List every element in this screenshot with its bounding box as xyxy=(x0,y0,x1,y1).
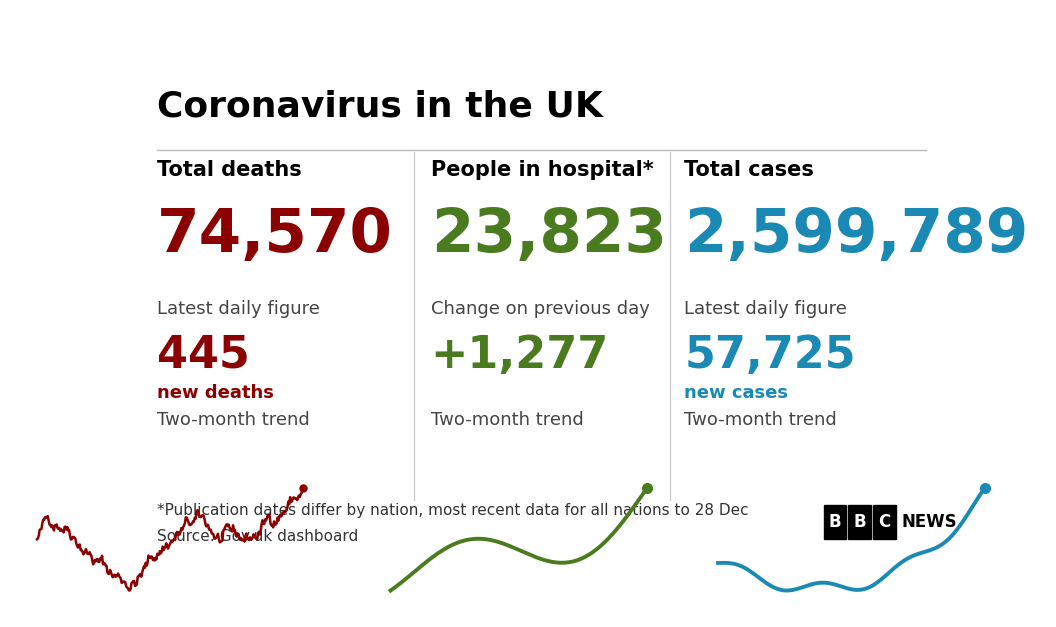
Text: C: C xyxy=(878,513,890,531)
Text: 57,725: 57,725 xyxy=(684,334,856,377)
Text: new deaths: new deaths xyxy=(156,384,274,403)
Text: Two-month trend: Two-month trend xyxy=(156,411,309,429)
Text: Coronavirus in the UK: Coronavirus in the UK xyxy=(156,90,602,124)
Bar xyxy=(824,505,847,539)
Text: B: B xyxy=(853,513,866,531)
Text: Two-month trend: Two-month trend xyxy=(431,411,584,429)
Text: 23,823: 23,823 xyxy=(431,206,666,265)
Text: Change on previous day: Change on previous day xyxy=(431,300,649,318)
Text: 2,599,789: 2,599,789 xyxy=(684,206,1029,265)
Bar xyxy=(872,505,895,539)
Text: 74,570: 74,570 xyxy=(156,206,393,265)
Text: Two-month trend: Two-month trend xyxy=(684,411,837,429)
Text: Total deaths: Total deaths xyxy=(156,160,301,180)
Text: B: B xyxy=(829,513,842,531)
Text: *Publication dates differ by nation, most recent data for all nations to 28 Dec: *Publication dates differ by nation, mos… xyxy=(156,502,749,517)
Text: Total cases: Total cases xyxy=(684,160,814,180)
Text: Latest daily figure: Latest daily figure xyxy=(684,300,847,318)
Text: new cases: new cases xyxy=(684,384,789,403)
Text: NEWS: NEWS xyxy=(901,513,957,531)
Text: Latest daily figure: Latest daily figure xyxy=(156,300,319,318)
Text: Source: Gov.uk dashboard: Source: Gov.uk dashboard xyxy=(156,529,358,544)
Text: +1,277: +1,277 xyxy=(431,334,609,377)
Bar xyxy=(848,505,871,539)
Text: 445: 445 xyxy=(156,334,249,377)
Text: People in hospital*: People in hospital* xyxy=(431,160,654,180)
